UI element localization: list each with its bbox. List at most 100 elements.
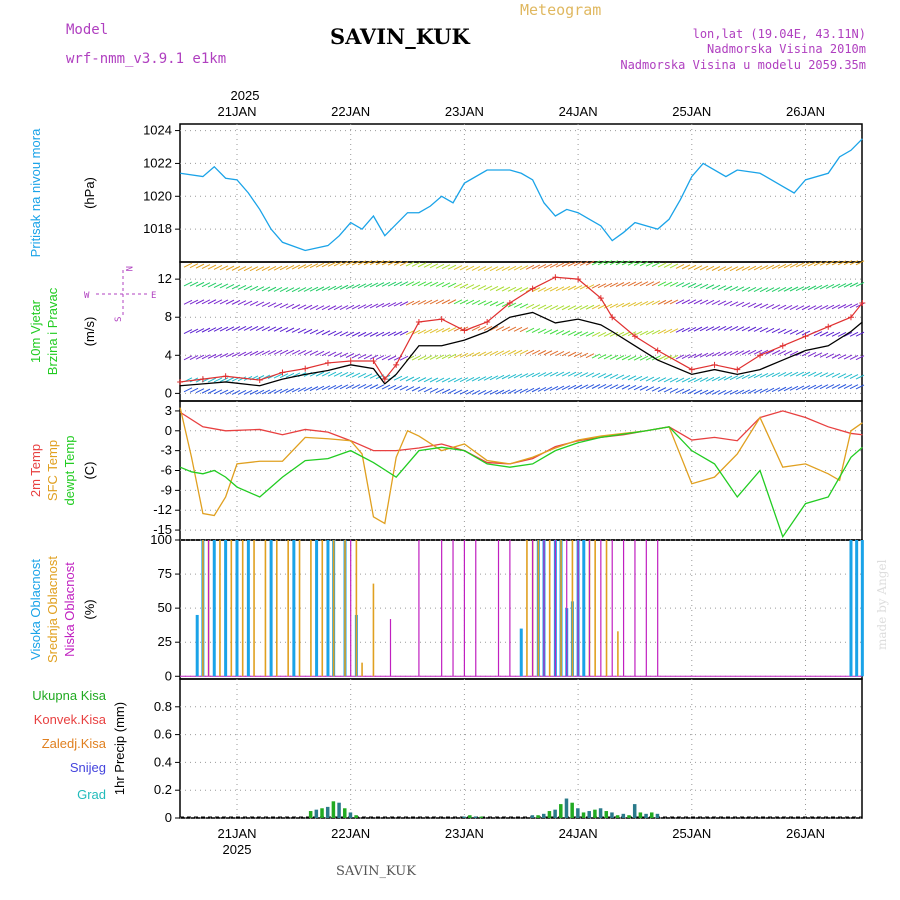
wind-barb [531,349,541,355]
top-date-label: 22JAN [331,104,370,119]
wind-barb [573,261,583,267]
wind-barb [669,263,679,269]
wind-barb [369,303,379,309]
wind-barb [549,305,559,310]
wind-barb [675,354,685,360]
wind-barb [201,354,211,360]
wind-barb [723,285,733,291]
wind-barb [363,303,373,309]
wind-barb [609,354,619,360]
wind-barb [687,389,697,395]
wind-barb [549,371,559,377]
wind-barb [465,389,475,395]
wind-barb [441,264,451,270]
wind-barb [639,261,649,267]
wind-speed-line [180,311,863,387]
wind-barb [693,389,703,395]
wind-barb [711,326,721,331]
wind-barb [357,353,367,359]
wind-barb [693,283,703,289]
wind-barb [735,286,745,292]
wind-barb [783,371,793,377]
wind-barb [819,372,829,378]
wind-barb [819,284,829,290]
wind-barb [831,260,841,266]
wind-barb [699,283,709,289]
wind-barb [189,355,199,360]
wind-barb [315,385,325,391]
wind-barb [219,353,229,358]
wind-barb [687,282,697,288]
wind-barb [663,377,673,383]
wind-compass: W E N S [84,266,156,322]
wind-barb [465,376,475,382]
wind-barb [651,355,661,361]
wind-barb [837,354,847,360]
wind-barb [693,326,703,332]
wind-barb [723,300,733,306]
wind-barb [447,282,457,288]
ytick-label: 0.6 [154,727,172,742]
wind-barb [231,299,241,305]
wind-barb [261,301,271,307]
wind-barb [519,349,529,355]
wind-barb [681,354,691,359]
wind-barb [471,389,481,395]
wind-barb [609,384,619,390]
wind-barb [651,386,661,392]
wind-barb [675,327,685,333]
wind-barb [369,384,379,390]
gust-marker [631,333,638,340]
wind-barb [399,355,409,361]
wind-barb [729,301,739,307]
wind-barb [225,377,235,382]
wind-barb [369,282,379,288]
wind-barb [351,304,361,310]
wind-barb [735,374,745,380]
wind-barb [819,260,829,266]
wind-barb [405,386,415,391]
wind-barb [423,281,433,287]
wind-barb [507,389,517,395]
wind-barb [561,262,571,268]
wind-barb [753,303,763,309]
wind-barb [489,326,499,331]
wind-barb [789,305,799,311]
wind-barb [399,385,409,391]
wind-barb [507,286,517,292]
wind-barb [279,265,289,271]
wind-barb [279,373,289,379]
wind-barb [579,372,589,378]
wind-barb [795,305,805,311]
wind-barb [735,350,745,356]
wind-barb [651,262,661,268]
wind-barb [429,281,439,287]
wind-barb [225,284,235,289]
wind-barb [579,384,589,390]
wind-barb [231,284,241,290]
precip-bar [348,812,353,818]
wind-barb [621,355,631,361]
wind-barb [849,282,859,288]
wind-barb [339,331,349,337]
wind-barb [789,286,799,292]
wind-barb [237,390,247,395]
precip-bar [354,815,358,818]
wind-barb [183,299,193,305]
wind-barb [693,353,703,359]
wind-barb [195,388,205,394]
precip-legend-label: Zaledj.Kisa [42,736,107,751]
precip-bar [462,816,466,818]
wind-barb [453,389,463,395]
compass-e: E [151,291,156,301]
wind-barb [327,384,337,390]
wind-barb [249,350,259,356]
gust-marker [256,377,263,384]
wind-barb [567,330,577,336]
ytick-label: 4 [165,347,172,362]
wind-barb [537,304,547,310]
wind-barb [537,350,547,355]
wind-barb [369,373,379,379]
wind-barb [381,302,391,308]
wind-barb [537,386,547,392]
